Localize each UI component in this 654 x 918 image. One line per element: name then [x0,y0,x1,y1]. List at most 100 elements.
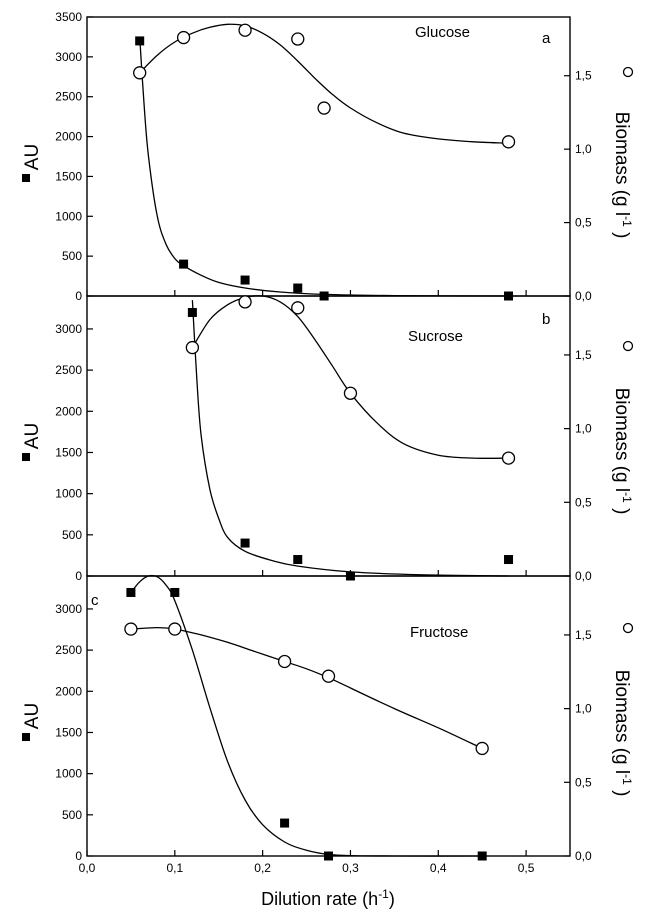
panel-c-frame [86,575,571,857]
panel-c-letter: c [91,592,99,609]
panel-a-square-point-3 [293,283,303,293]
panel-a-ytick-label-0: 0 [75,289,82,303]
panel-a-ytick-label-2: 1000 [55,209,82,223]
panel-a-ytick-label-1: 500 [62,249,82,263]
panel-a-square-point-2 [240,275,250,285]
panel-b-square-fit-curve [191,300,509,577]
panel-c-ytick-label-5: 2500 [55,643,82,657]
panel-b-y2label-circle-icon [622,340,634,352]
panel-b-circle-point-2 [291,301,305,315]
panel-c-square-point-3 [324,851,333,861]
panel-c-ylabel: AU [22,703,43,729]
panel-b-letter: b [542,311,550,328]
panel-b-circle-point-3 [343,386,358,400]
panel-a-square-point-1 [179,259,189,269]
panel-a-letter: a [542,30,551,47]
panel-b-circle-point-4 [501,451,516,465]
panel-c-xtick-label-2: 0,2 [254,861,271,875]
panel-b-square-point-4 [504,555,514,565]
panel-a-y2label: Biomass (g l-1 ) [611,112,634,239]
panel-b-y2tick-label-2: 1,0 [575,422,592,436]
panel-c-y2tick-label-0: 0,0 [575,849,592,863]
panel-b-y2label: Biomass (g l-1 ) [611,388,634,515]
panel-b-circle-point-1 [238,295,252,309]
panel-a-y2tick-label-0: 0,0 [575,289,592,303]
panel-b-ytick-label-5: 2500 [55,363,82,377]
panel-c-xtick-label-0: 0,0 [79,861,96,875]
panel-c-annotation: Fructose [410,624,468,641]
panel-c-square-point-1 [170,587,180,597]
panel-c-xtick-label-3: 0,3 [342,861,359,875]
panel-a-ylabel: AU [22,144,43,170]
panel-c-left-label: AU [22,703,43,741]
panel-c-y2label: Biomass (g l-1 ) [611,670,634,797]
panel-a: 0 500 1000 1500 2000 2500 3000 3500 0,0 0,5 1,0 1,5… [22,10,634,303]
panel-b-ytick-label-6: 3000 [55,322,82,336]
panel-a-circle-point-4 [317,101,331,115]
x-axis-title: Dilution rate (h-1) [261,887,395,909]
panel-c-ytick-label-3: 1500 [55,725,82,739]
panel-a-ytick-label-5: 2500 [55,90,82,104]
panel-a-right-label: Biomass (g l-1 ) [611,66,634,239]
panel-c-circle-point-3 [321,669,336,683]
panel-a-ytick-label-6: 3000 [55,50,82,64]
panel-c-ytick-label-0: 0 [75,849,82,863]
panel-a-frame [86,16,571,297]
panel-b-right-label: Biomass (g l-1 ) [611,340,634,515]
panel-b-circle-fit-curve [191,295,509,459]
panel-c-xtick-label-5: 0,5 [518,861,535,875]
panel-c-ytick-label-1: 500 [62,808,82,822]
panel-a-y2label-circle-icon [622,66,634,78]
panel-a-circle-point-1 [176,30,191,45]
panel-c-y2label-circle-icon [622,622,634,634]
panel-b-circle-point-0 [185,340,200,355]
panel-c-y2tick-label-1: 0,5 [575,775,592,789]
panel-b-ylabel: AU [22,423,43,449]
panel-b-square-point-1 [240,538,250,548]
panel-a-circle-point-5 [501,135,516,149]
panel-a-square-fit-curve [139,36,509,297]
panel-b-square-point-2 [293,555,303,565]
panel-a-circle-point-0 [133,66,147,80]
panel-c-circle-point-4 [475,741,489,756]
panel-a-annotation: Glucose [415,24,470,41]
panel-c-circle-point-2 [277,654,292,669]
panel-c-xtick-label-1: 0,1 [166,861,183,875]
panel-a-y2tick-label-1: 0,5 [575,216,592,230]
panel-b-y2tick-label-1: 0,5 [575,495,592,509]
panel-b-frame [86,295,571,577]
panel-b: 0 500 1000 1500 2000 2500 3000 0,0 0,5 1,0 1,5 b S… [22,295,634,583]
panel-b-ytick-label-0: 0 [75,569,82,583]
panel-b-ytick-label-4: 2000 [55,404,82,418]
panel-c-ytick-label-4: 2000 [55,684,82,698]
panel-a-ytick-label-4: 2000 [55,130,82,144]
panel-a-circle-point-2 [238,23,252,37]
panel-b-y2tick-label-0: 0,0 [575,569,592,583]
panel-b-ytick-label-1: 500 [62,528,82,542]
panel-a-ylabel-square-icon [22,174,30,182]
panel-c-circle-fit-curve [130,626,483,749]
panel-b-square-point-0 [187,307,197,317]
panel-c-ytick-label-2: 1000 [55,767,82,781]
panel-b-annotation: Sucrose [408,328,463,345]
panel-c-square-point-2 [280,818,290,828]
panel-a-left-label: AU [22,144,43,182]
panel-c-ylabel-square-icon [22,733,30,741]
panel-a-y2tick-label-3: 1,5 [575,69,592,83]
panel-c-circle-point-0 [124,622,138,636]
panel-c-square-point-0 [126,587,136,597]
panel-c: 0 500 1000 1500 2000 2500 3000 0,0 0,5 1,0 1,5 0,0 0… [22,574,634,875]
panel-b-ytick-label-3: 1500 [55,445,82,459]
panel-a-square-point-0 [135,36,145,46]
panel-a-y2tick-label-2: 1,0 [575,142,592,156]
panel-b-ylabel-square-icon [22,453,30,461]
panel-a-circle-point-3 [291,32,305,46]
panel-c-ytick-label-6: 3000 [55,602,82,616]
panel-b-y2tick-label-3: 1,5 [575,348,592,362]
panel-a-circle-fit-curve [139,23,509,144]
panel-b-left-label: AU [22,423,43,461]
panel-c-square-point-4 [477,851,487,861]
panel-c-y2tick-label-3: 1,5 [575,628,592,642]
panel-a-marks: 0 500 1000 1500 2000 2500 3000 3500 0,0 0,5 1,0 1,5 [55,10,592,303]
